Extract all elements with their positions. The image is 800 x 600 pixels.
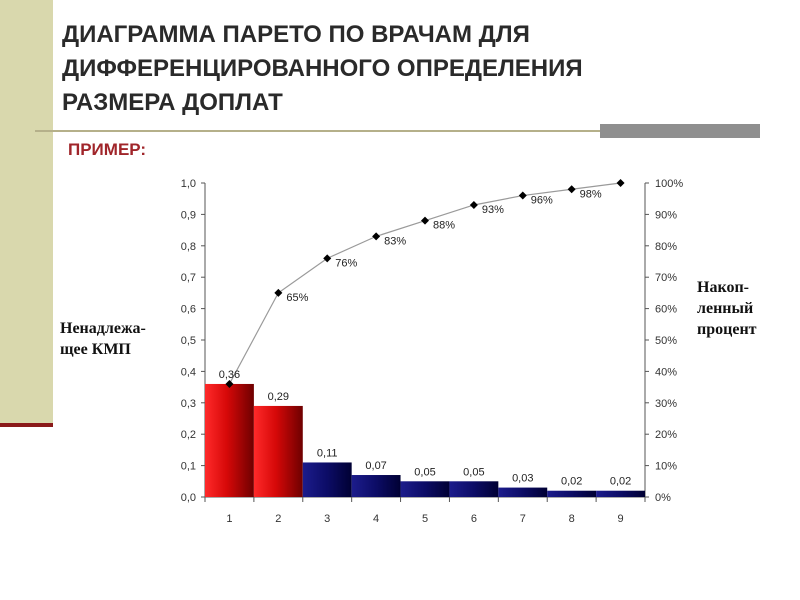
cumulative-point xyxy=(616,179,625,187)
y-right-tick-label: 90% xyxy=(655,209,677,221)
title-divider-block xyxy=(600,124,760,138)
x-tick-label: 1 xyxy=(226,513,232,525)
bar-value-label: 0,11 xyxy=(317,447,338,459)
bar-value-label: 0,29 xyxy=(268,391,289,403)
bar-value-label: 0,07 xyxy=(365,460,386,472)
slide-title: ДИАГРАММА ПАРЕТО ПО ВРАЧАМ ДЛЯ ДИФФЕРЕНЦ… xyxy=(62,18,782,120)
cumulative-point xyxy=(567,185,576,194)
decorative-side-bar xyxy=(0,0,53,425)
cumulative-value-label: 93% xyxy=(482,204,504,216)
title-line-1: ДИАГРАММА ПАРЕТО ПО ВРАЧАМ ДЛЯ xyxy=(62,21,530,48)
cumulative-point xyxy=(469,200,478,209)
bar xyxy=(596,490,645,497)
cumulative-point xyxy=(274,288,283,297)
y-right-tick-label: 0% xyxy=(655,492,671,504)
cumulative-value-label: 65% xyxy=(286,292,308,304)
y-left-tick-label: 0,3 xyxy=(181,398,196,410)
cumulative-value-label: 76% xyxy=(335,257,357,269)
y-right-tick-label: 60% xyxy=(655,304,677,316)
y-left-tick-label: 0,7 xyxy=(181,272,196,284)
bar xyxy=(449,481,499,497)
y-left-tick-label: 0,9 xyxy=(181,209,196,221)
x-tick-label: 2 xyxy=(275,513,281,525)
title-divider-line xyxy=(35,130,600,132)
y-right-tick-label: 70% xyxy=(655,272,677,284)
y-left-tick-label: 0,0 xyxy=(181,492,196,504)
bar xyxy=(400,481,450,497)
decorative-side-bar-underline xyxy=(0,423,53,427)
bar-value-label: 0,03 xyxy=(512,473,533,485)
bar xyxy=(351,475,401,497)
y-left-tick-label: 0,4 xyxy=(181,366,196,378)
x-tick-label: 3 xyxy=(324,513,330,525)
chart-labels: 0,36 0,29 0,11 0,07 0,05 0,05 0,03 0,02 0,02 65% 7… xyxy=(219,188,632,487)
x-tick-label: 6 xyxy=(471,513,477,525)
bar-value-label: 0,05 xyxy=(463,466,484,478)
title-line-3: РАЗМЕРА ДОПЛАТ xyxy=(62,89,283,116)
x-tick-label: 9 xyxy=(617,513,623,525)
chart-bars xyxy=(205,383,645,497)
cumulative-value-label: 96% xyxy=(531,195,553,207)
bar-value-label: 0,36 xyxy=(219,369,240,381)
cumulative-value-label: 88% xyxy=(433,220,455,232)
cumulative-point xyxy=(372,232,381,241)
cumulative-line xyxy=(228,182,621,385)
left-axis-label: Ненадлежа- щее КМП xyxy=(60,320,146,358)
y-right-tick-label: 50% xyxy=(655,335,677,347)
y-right-tick-label: 20% xyxy=(655,429,677,441)
y-left-tick-label: 0,6 xyxy=(181,304,196,316)
y-left-tick-label: 0,5 xyxy=(181,335,196,347)
example-label: ПРИМЕР: xyxy=(68,140,147,159)
cumulative-point xyxy=(421,216,429,225)
cumulative-point xyxy=(225,379,234,388)
x-tick-label: 8 xyxy=(569,513,575,525)
cumulative-point xyxy=(518,191,527,200)
bar xyxy=(547,490,597,497)
y-right-tick-label: 10% xyxy=(655,461,677,473)
y-left-tick-label: 1,0 xyxy=(181,178,196,190)
y-right-tick-label: 80% xyxy=(655,241,677,253)
chart-cumulative-line xyxy=(225,179,625,388)
y-left-tick-label: 0,8 xyxy=(181,241,196,253)
x-tick-label: 4 xyxy=(373,513,379,525)
y-right-tick-label: 100% xyxy=(655,178,683,190)
cumulative-value-label: 98% xyxy=(580,188,602,200)
cumulative-value-label: 83% xyxy=(384,235,406,247)
y-right-tick-label: 40% xyxy=(655,366,677,378)
x-tick-label: 7 xyxy=(520,513,526,525)
title-line-2: ДИФФЕРЕНЦИРОВАННОГО ОПРЕДЕЛЕНИЯ xyxy=(62,55,583,82)
bar-value-label: 0,02 xyxy=(561,476,582,488)
y-right-tick-label: 30% xyxy=(655,398,677,410)
x-tick-label: 5 xyxy=(422,513,428,525)
bar xyxy=(498,487,548,497)
bar-value-label: 0,02 xyxy=(610,476,631,488)
bar xyxy=(302,462,352,497)
bar-value-label: 0,05 xyxy=(414,466,435,478)
y-left-tick-label: 0,1 xyxy=(181,461,196,473)
y-left-tick-label: 0,2 xyxy=(181,429,196,441)
right-axis-label: Накоп- ленный процент xyxy=(697,279,757,338)
bar xyxy=(205,383,254,497)
bar xyxy=(253,405,303,497)
cumulative-point xyxy=(323,254,332,263)
